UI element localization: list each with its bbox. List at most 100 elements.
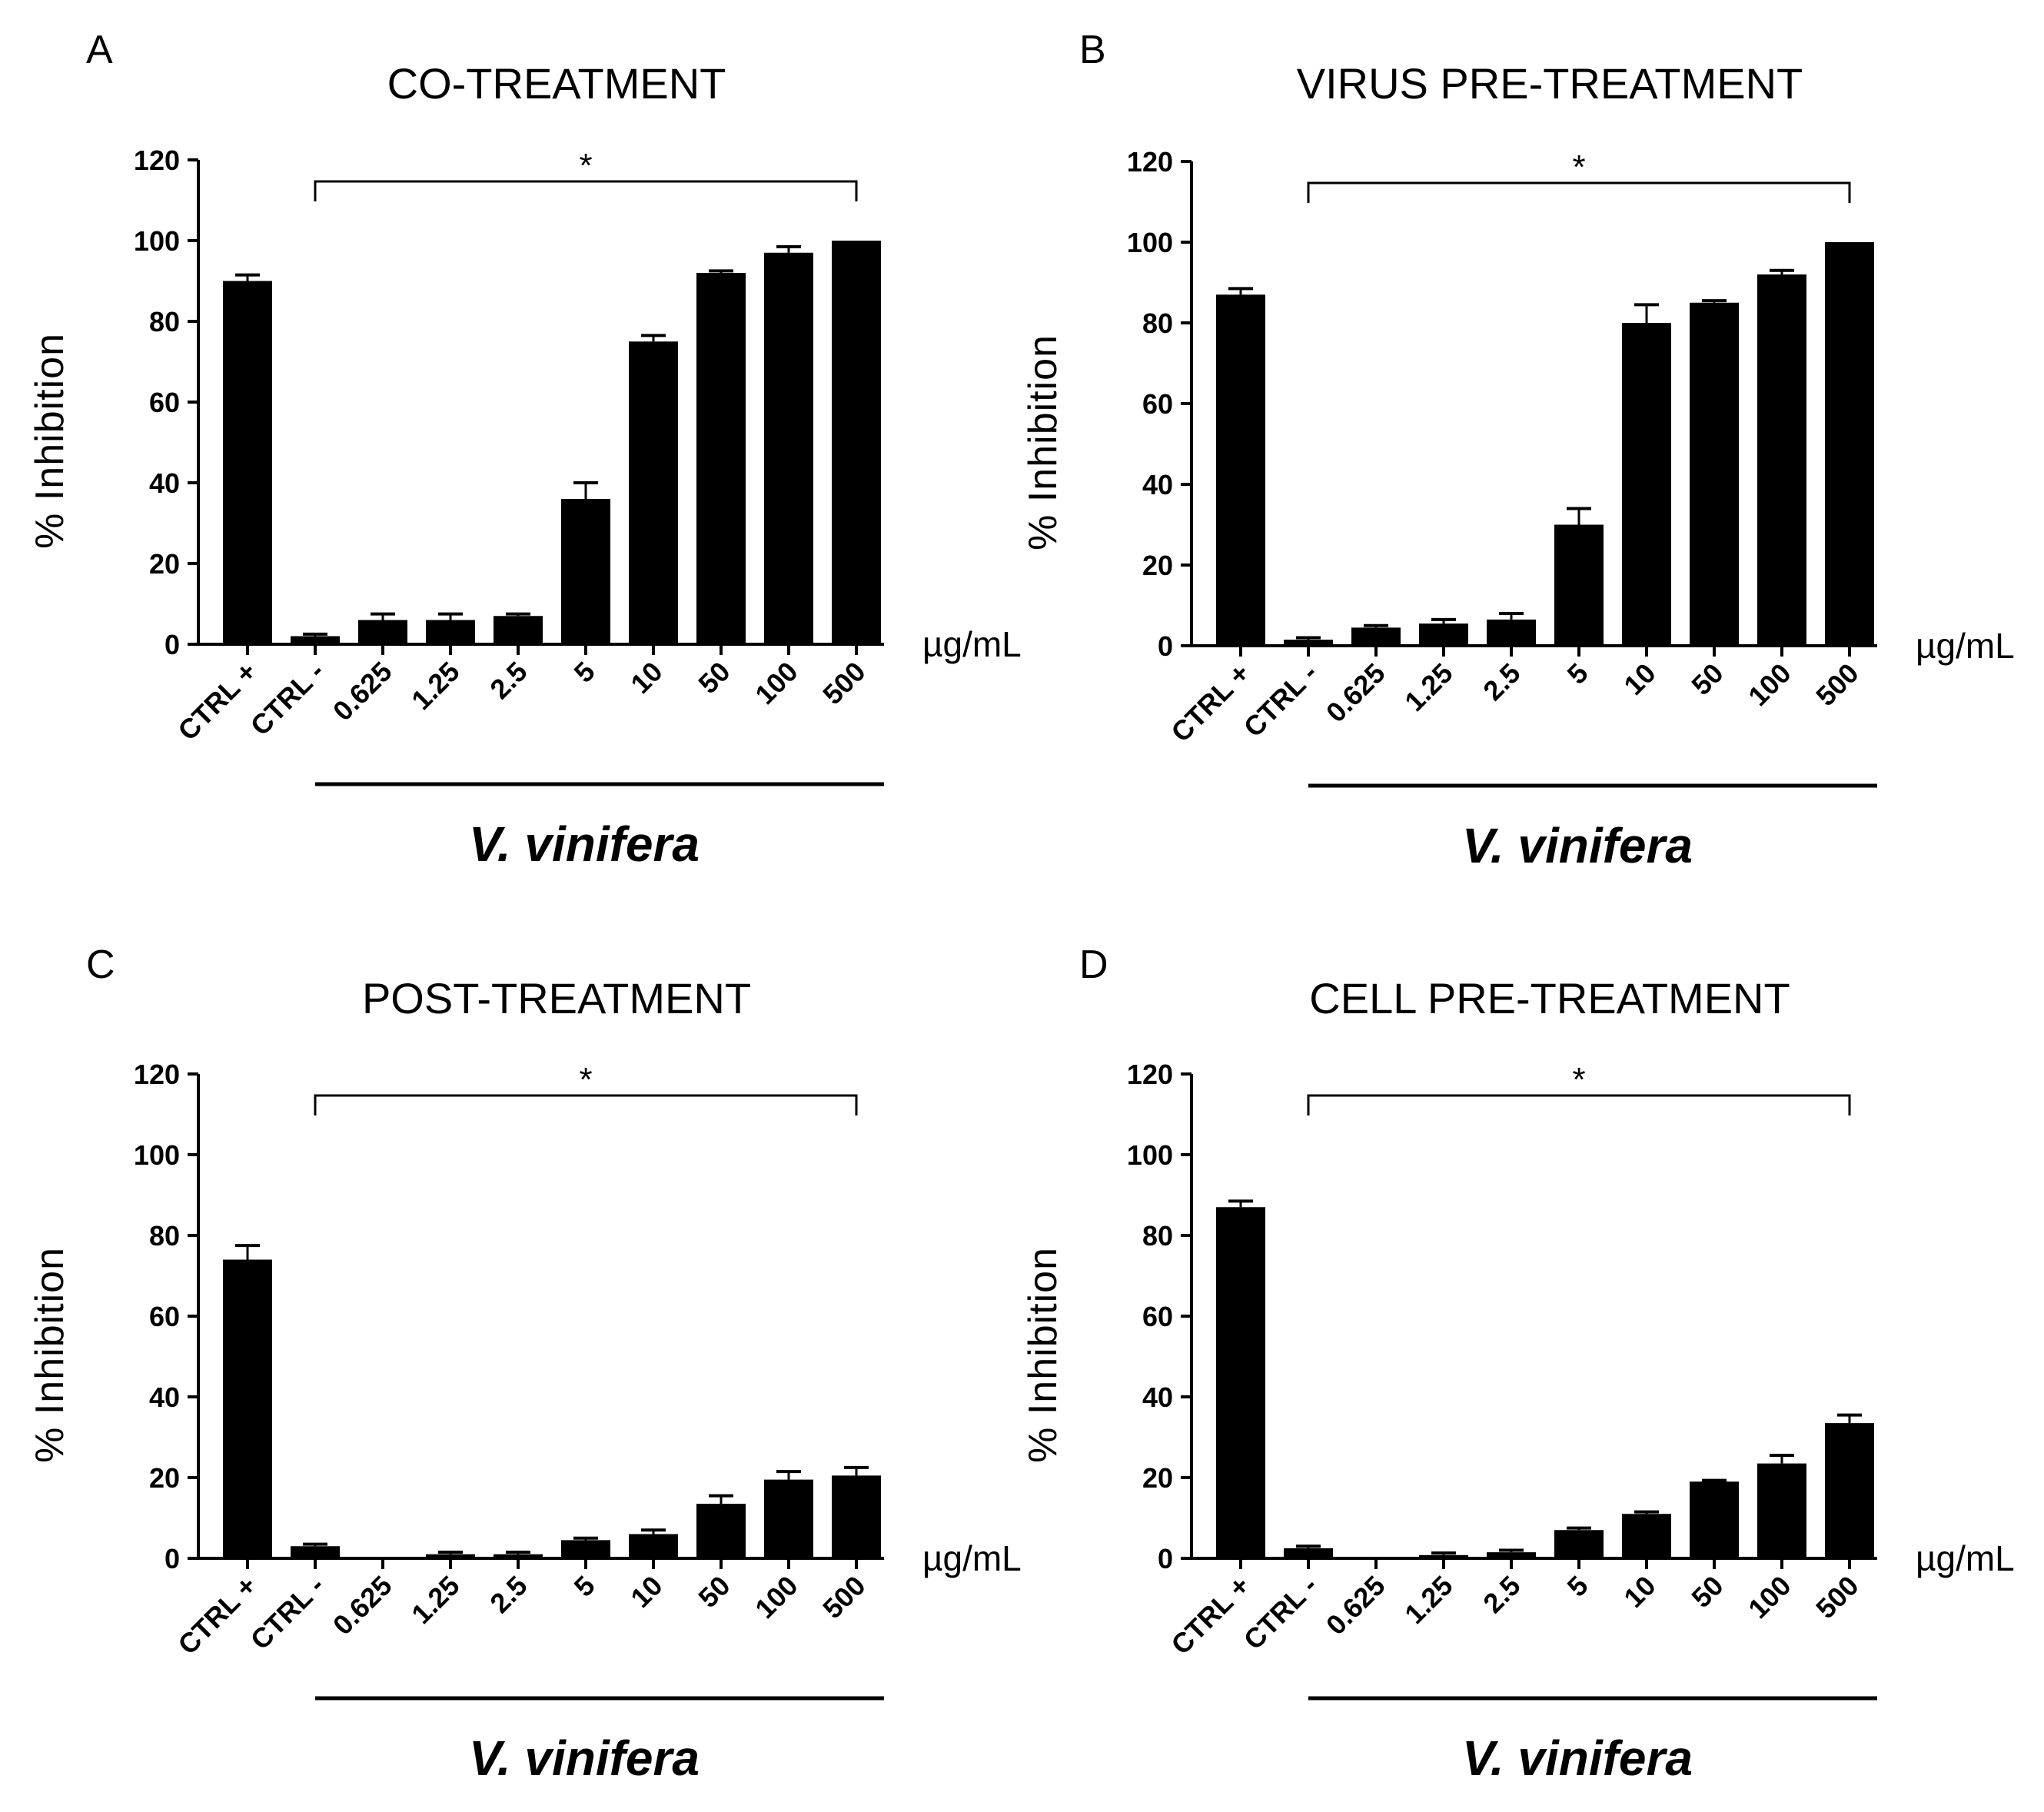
x-tick-label: 2.5	[484, 1570, 533, 1619]
y-tick-label: 60	[149, 1301, 180, 1332]
significance-bracket	[1307, 181, 1851, 203]
chart-panel-c: C POST-TREATMENT 0 20 40 60 80 100 120 % Inhibiti…	[28, 943, 1022, 1786]
x-tick-label: 5	[1561, 657, 1594, 690]
x-tick-label: CTRL +	[171, 656, 262, 746]
bar	[494, 1554, 543, 1558]
x-tick-label: 10	[1617, 657, 1661, 701]
x-tick-label: 500	[1810, 657, 1864, 712]
x-tick-label: 100	[749, 1570, 803, 1624]
y-tick-label: 120	[134, 145, 180, 176]
bar	[1825, 1423, 1874, 1558]
x-tick-label: 0.625	[1320, 1570, 1391, 1641]
bar	[1284, 1548, 1333, 1558]
group-label: V. vinifera	[1462, 1731, 1693, 1786]
significance-bracket	[314, 1094, 858, 1115]
x-tick-label: 500	[1810, 1570, 1864, 1624]
y-tick-label: 40	[1142, 1381, 1173, 1413]
bar	[1487, 1552, 1536, 1558]
chart-title: CELL PRE-TREATMENT	[1309, 974, 1790, 1022]
bar	[223, 281, 272, 644]
bar	[291, 636, 340, 644]
y-tick-label: 20	[1142, 1462, 1173, 1494]
bar	[561, 1540, 610, 1558]
bar	[1351, 1557, 1401, 1558]
x-tick-label: 0.625	[327, 1570, 398, 1641]
x-tick-label: 100	[749, 656, 803, 710]
y-tick-label: 40	[149, 1381, 180, 1413]
x-tick-label: 10	[1617, 1570, 1661, 1614]
bar	[1216, 1207, 1265, 1558]
group-label: V. vinifera	[1462, 818, 1693, 873]
y-tick-label: 40	[149, 467, 180, 499]
bar	[426, 620, 475, 644]
x-tick-label: 1.25	[405, 1570, 466, 1631]
x-tick-label: CTRL -	[1238, 1570, 1324, 1656]
x-tick-label: 5	[1561, 1570, 1594, 1603]
bar	[1554, 524, 1604, 646]
y-tick-label: 60	[1142, 1301, 1173, 1332]
bar	[358, 620, 407, 644]
y-axis-label: % Inhibition	[1021, 1247, 1065, 1463]
x-tick-label: CTRL -	[244, 1570, 331, 1656]
chart-panel-d: D CELL PRE-TREATMENT 0 20 40 60 80 100 120 % Inhi…	[1021, 943, 2015, 1786]
bar	[832, 1475, 881, 1558]
bar	[696, 1504, 746, 1558]
bar	[1825, 242, 1874, 646]
y-tick-label: 80	[149, 306, 180, 337]
x-tick-label: CTRL -	[1238, 657, 1324, 743]
y-tick-label: 0	[1158, 1543, 1173, 1574]
x-tick-label: CTRL +	[1165, 1570, 1255, 1661]
chart-title: CO-TREATMENT	[387, 59, 726, 108]
group-label: V. vinifera	[469, 1731, 700, 1786]
x-tick-label: 1.25	[1398, 657, 1459, 718]
significance-star: *	[1572, 148, 1585, 186]
y-tick-label: 100	[1127, 1139, 1173, 1171]
x-tick-label: 0.625	[1320, 657, 1391, 729]
y-axis-label: % Inhibition	[28, 1247, 72, 1463]
x-tick-label: 10	[624, 1570, 668, 1614]
unit-label: µg/mL	[922, 1538, 1022, 1578]
significance-star: *	[579, 147, 592, 185]
x-tick-label: 0.625	[327, 656, 398, 727]
bar	[291, 1546, 340, 1558]
x-tick-label: 5	[568, 1570, 601, 1603]
panel-letter: A	[86, 28, 113, 72]
chart-panel-b: B VIRUS PRE-TREATMENT 0 20 40 60 80 100 120 % Inh…	[1021, 28, 2015, 873]
bar	[1690, 302, 1739, 646]
y-axis-label: % Inhibition	[28, 333, 72, 549]
bar	[1351, 627, 1401, 646]
x-tick-label: CTRL +	[171, 1570, 262, 1661]
x-tick-label: 500	[816, 656, 871, 710]
bar	[1690, 1481, 1739, 1558]
bar	[764, 1479, 813, 1558]
x-tick-label: 100	[1742, 657, 1796, 712]
x-tick-label: 5	[568, 656, 601, 689]
panel-letter: C	[86, 943, 115, 987]
x-tick-label: 2.5	[484, 656, 533, 705]
bar	[1622, 323, 1671, 646]
x-tick-label: CTRL -	[244, 656, 331, 742]
x-tick-label: 1.25	[405, 656, 466, 716]
y-tick-label: 120	[134, 1059, 180, 1090]
x-tick-label: 2.5	[1477, 1570, 1526, 1619]
x-tick-label: 50	[1685, 1570, 1729, 1614]
y-axis-label: % Inhibition	[1021, 334, 1065, 550]
x-tick-label: 10	[624, 656, 668, 700]
bar	[696, 273, 746, 644]
x-tick-label: 50	[692, 1570, 736, 1614]
chart-title: VIRUS PRE-TREATMENT	[1297, 59, 1803, 108]
panel-letter: B	[1079, 28, 1106, 72]
unit-label: µg/mL	[1916, 1538, 2015, 1578]
bar	[629, 1534, 678, 1558]
y-tick-label: 20	[1142, 550, 1173, 581]
bar	[1757, 1463, 1806, 1558]
bar	[1419, 623, 1468, 646]
x-tick-label: 50	[692, 656, 736, 700]
bar	[1487, 619, 1536, 646]
y-tick-label: 120	[1127, 146, 1173, 178]
bar	[1554, 1530, 1604, 1558]
group-label: V. vinifera	[469, 816, 700, 872]
bar	[832, 241, 881, 644]
x-tick-label: 50	[1685, 657, 1729, 701]
